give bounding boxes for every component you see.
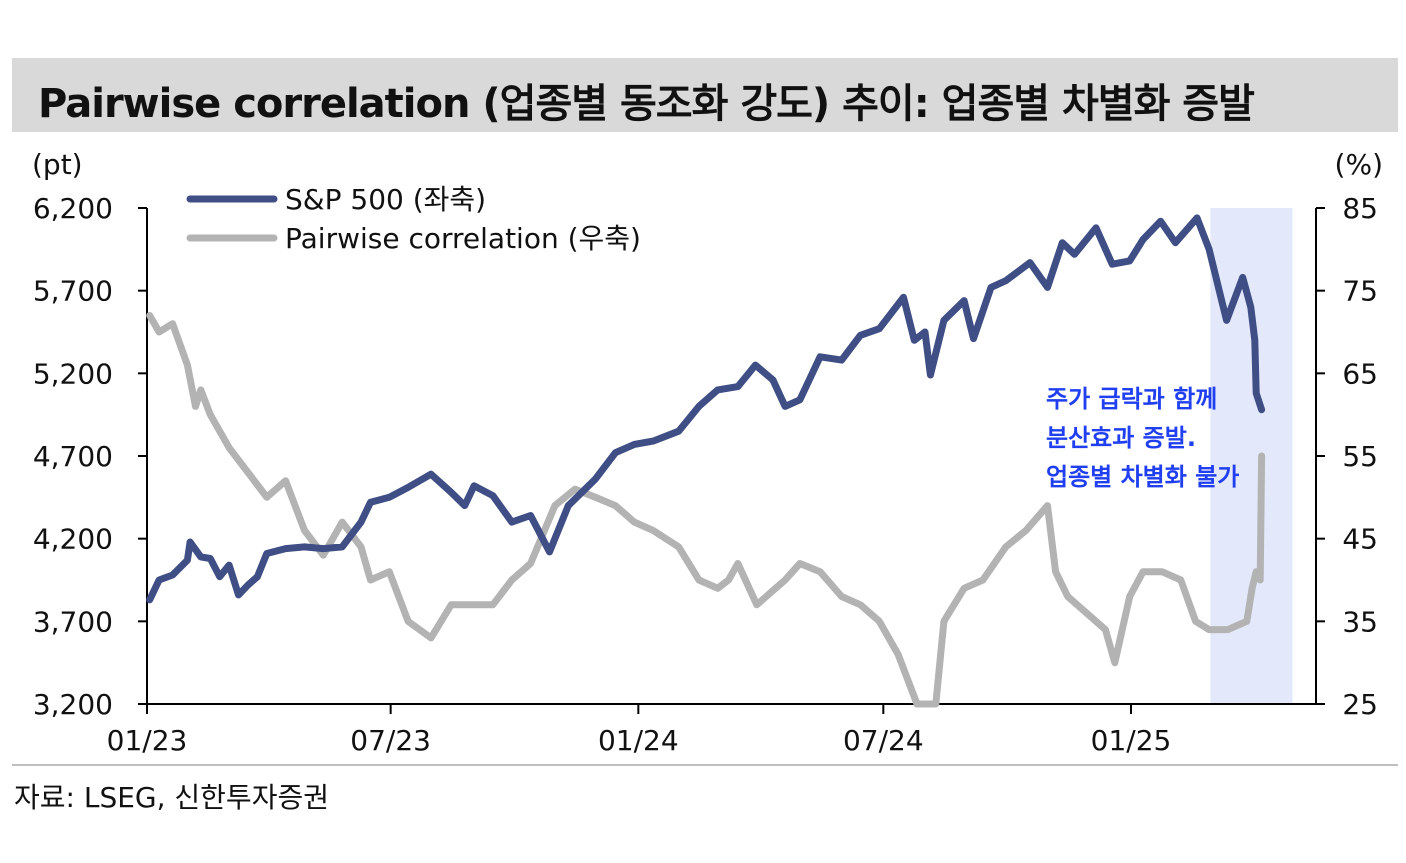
left-unit-label: (pt)	[32, 148, 83, 181]
series-lines	[146, 214, 1266, 708]
left-tick-label: 4,200	[33, 523, 113, 556]
right-tick-label: 35	[1342, 605, 1378, 638]
pairwise-correlation-line	[146, 312, 1266, 708]
legend-label-pairwise: Pairwise correlation (우축)	[285, 222, 641, 255]
highlight-band	[1210, 208, 1293, 704]
legend: S&P 500 (좌축) Pairwise correlation (우축)	[186, 183, 641, 255]
right-unit-label: (%)	[1335, 148, 1383, 181]
right-tick-label: 25	[1342, 688, 1378, 721]
axes: (pt) (%) 6,200 5,700 5,200 4,700 4,200 3,700 3,2…	[32, 148, 1383, 757]
left-tick-label: 6,200	[33, 192, 113, 225]
x-tick-label: 07/24	[843, 724, 924, 757]
right-tick-label: 55	[1342, 440, 1378, 473]
left-tick-label: 3,700	[33, 605, 113, 638]
right-tick-label: 75	[1342, 275, 1378, 308]
right-tick-label: 45	[1342, 523, 1378, 556]
annotation-line: 분산효과 증발.	[1046, 424, 1196, 452]
left-tick-label: 4,700	[33, 440, 113, 473]
annotation-line: 업종별 차별화 불가	[1046, 463, 1239, 491]
right-tick-label: 85	[1342, 192, 1378, 225]
chart-title: Pairwise correlation (업종별 동조화 강도) 추이: 업종…	[38, 81, 1255, 127]
x-tick-label: 01/24	[598, 724, 679, 757]
sp500-line	[146, 214, 1266, 604]
right-tick-label: 65	[1342, 357, 1378, 390]
left-tick-label: 3,200	[33, 688, 113, 721]
annotation-line: 주가 급락과 함께	[1046, 385, 1217, 413]
x-tick-label: 01/25	[1091, 724, 1172, 757]
x-tick-label: 07/23	[350, 724, 431, 757]
title-bar: Pairwise correlation (업종별 동조화 강도) 추이: 업종…	[12, 58, 1398, 132]
left-tick-label: 5,200	[33, 357, 113, 390]
footer-divider	[12, 764, 1398, 766]
legend-label-sp500: S&P 500 (좌축)	[285, 183, 486, 216]
x-tick-label: 01/23	[107, 724, 188, 757]
source-note: 자료: LSEG, 신한투자증권	[14, 781, 329, 814]
left-tick-label: 5,700	[33, 275, 113, 308]
